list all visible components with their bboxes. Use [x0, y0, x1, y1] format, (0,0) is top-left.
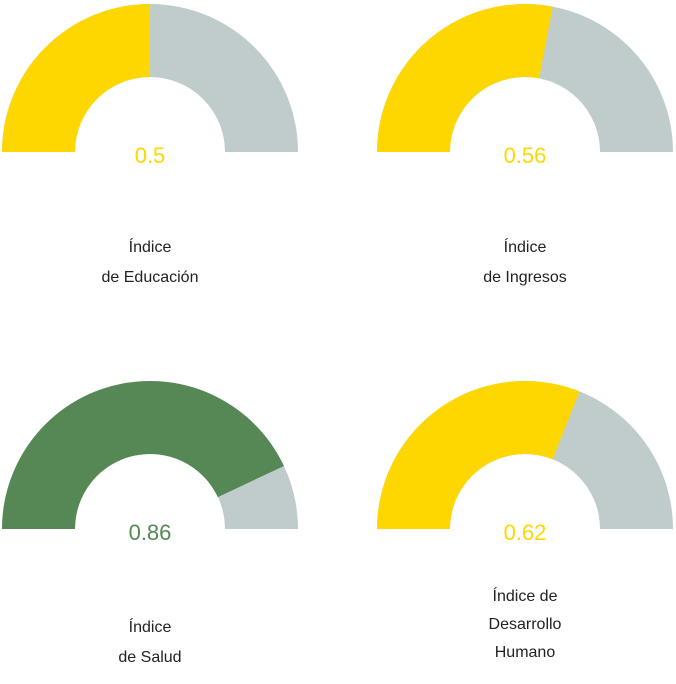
- gauge-title: Índice de Ingresos: [483, 239, 567, 286]
- gauge-title: Índice de Salud: [118, 619, 182, 666]
- gauge-value: [377, 380, 580, 529]
- gauge-value: [2, 380, 284, 529]
- value-label: 0.62: [504, 520, 547, 545]
- gauge-title: Índice de Educación: [101, 239, 199, 286]
- value-label: 0.56: [504, 143, 547, 168]
- gauge-value: [377, 3, 553, 153]
- value-label: 0.5: [135, 143, 166, 168]
- value-label: 0.86: [129, 520, 172, 545]
- gauge-title: Índice de Desarrollo Humano: [488, 588, 562, 661]
- gauge-value: [2, 4, 150, 152]
